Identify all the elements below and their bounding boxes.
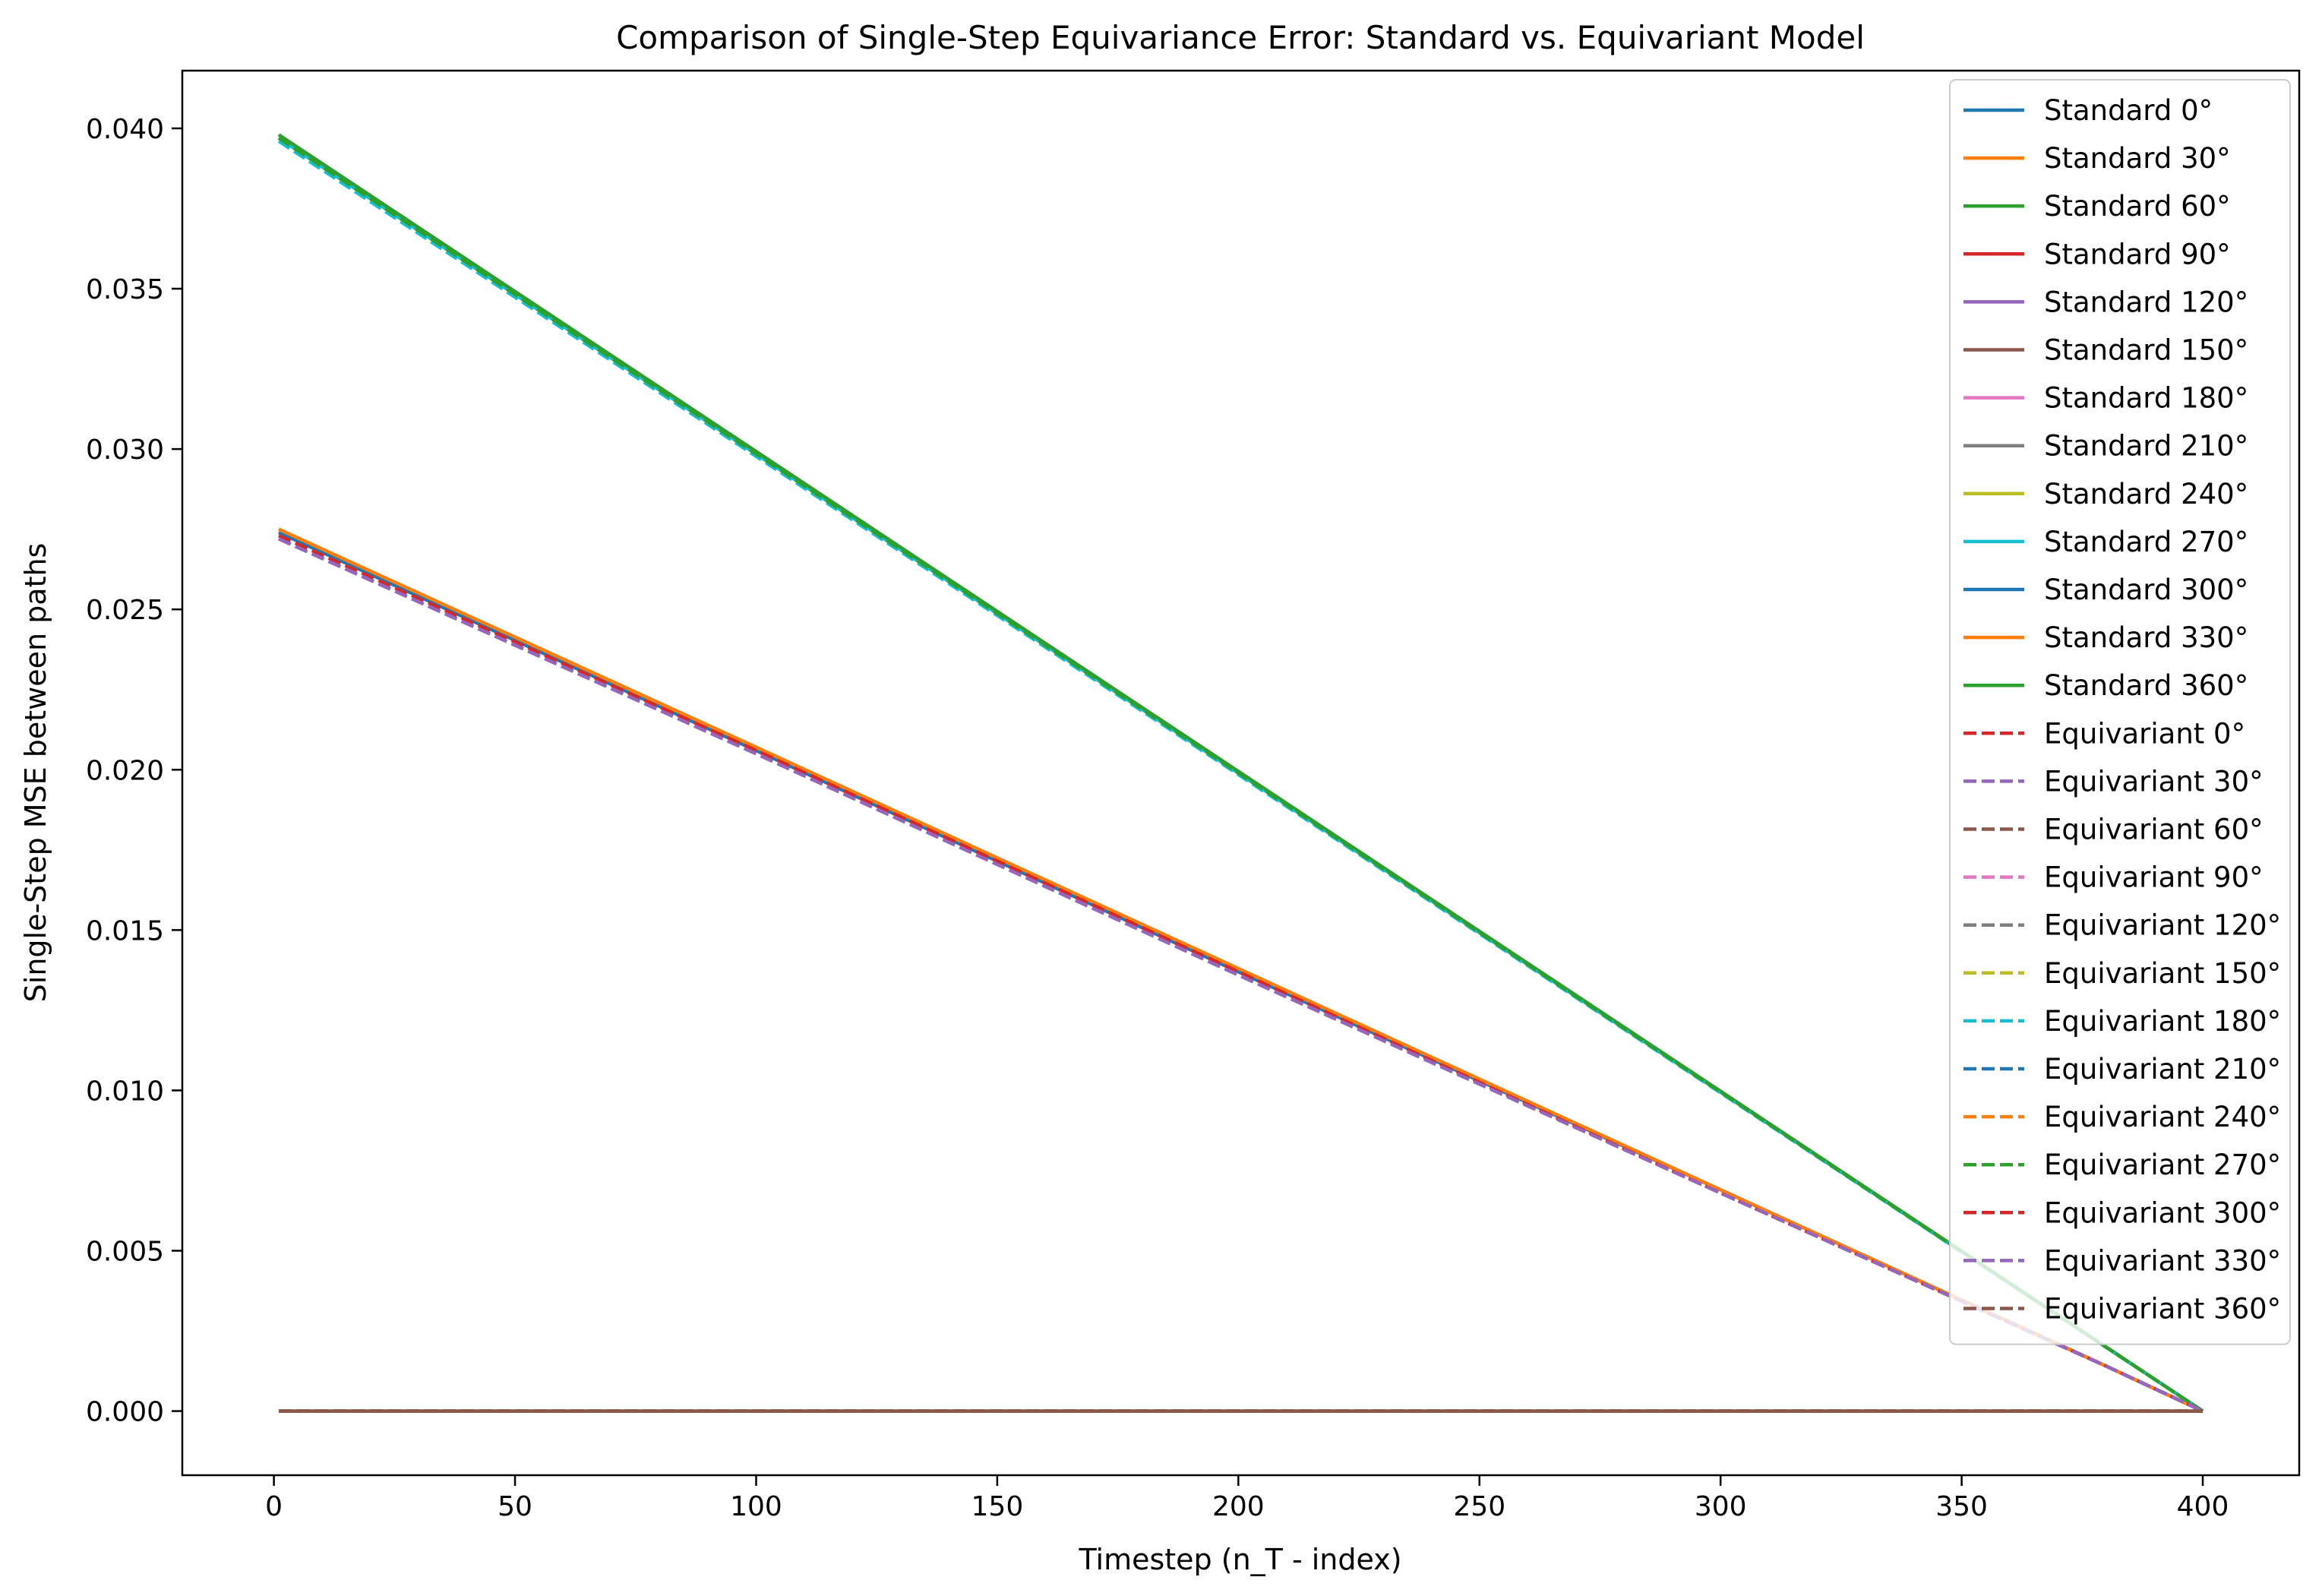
x-axis-label: Timestep (n_T - index) — [1078, 1543, 1401, 1576]
legend-label: Equivariant 0° — [2044, 717, 2245, 750]
y-tick-label: 0.020 — [86, 755, 164, 786]
legend-label: Equivariant 330° — [2044, 1244, 2281, 1277]
legend-label: Standard 150° — [2044, 334, 2248, 367]
y-tick-label: 0.005 — [86, 1236, 164, 1267]
x-tick-label: 100 — [730, 1491, 782, 1522]
legend-label: Standard 240° — [2044, 478, 2248, 510]
legend-label: Standard 30° — [2044, 142, 2231, 175]
legend-label: Standard 300° — [2044, 574, 2248, 606]
x-tick-label: 350 — [1935, 1491, 1988, 1522]
legend-label: Standard 120° — [2044, 286, 2248, 318]
series-line — [278, 537, 2204, 1413]
plot-area — [181, 69, 2301, 1477]
legend-label: Standard 270° — [2044, 526, 2248, 558]
legend-label: Standard 360° — [2044, 669, 2248, 702]
legend-label: Standard 90° — [2044, 238, 2231, 270]
x-tick-label: 200 — [1212, 1491, 1265, 1522]
legend-label: Equivariant 120° — [2044, 909, 2281, 942]
y-axis: 0.000 0.005 0.010 0.015 0.020 0.025 0.030 0.035… — [86, 114, 182, 1428]
legend-label: Standard 0° — [2044, 94, 2213, 127]
x-tick-label: 400 — [2177, 1491, 2229, 1522]
x-tick-label: 50 — [498, 1491, 532, 1522]
legend-label: Equivariant 150° — [2044, 957, 2281, 990]
y-tick-label: 0.035 — [86, 274, 164, 305]
series-line — [277, 136, 2204, 1413]
legend-label: Equivariant 30° — [2044, 765, 2264, 798]
y-axis-label: Single-Step MSE between paths — [19, 543, 52, 1003]
x-tick-label: 250 — [1453, 1491, 1505, 1522]
legend-label: Standard 60° — [2044, 190, 2231, 223]
x-tick-label: 0 — [265, 1491, 283, 1522]
legend-label: Equivariant 60° — [2044, 814, 2264, 846]
legend-label: Standard 180° — [2044, 382, 2248, 415]
legend-label: Equivariant 270° — [2044, 1149, 2281, 1181]
series-layer — [277, 133, 2204, 1413]
legend-label: Equivariant 210° — [2044, 1053, 2281, 1086]
chart-title: Comparison of Single-Step Equivariance E… — [616, 19, 1865, 56]
legend-label: Equivariant 180° — [2044, 1005, 2281, 1038]
y-tick-label: 0.015 — [86, 915, 164, 947]
plot-frame — [181, 69, 2301, 1477]
legend: Standard 0° Standard 30° Standard 60° Stand… — [1949, 79, 2291, 1345]
x-tick-label: 150 — [971, 1491, 1024, 1522]
y-tick-label: 0.030 — [86, 435, 164, 466]
legend-label: Standard 210° — [2044, 430, 2248, 463]
y-tick-label: 0.040 — [86, 114, 164, 145]
legend-label: Equivariant 360° — [2044, 1293, 2281, 1326]
y-tick-label: 0.025 — [86, 595, 164, 626]
legend-label: Equivariant 300° — [2044, 1196, 2281, 1229]
x-tick-label: 300 — [1695, 1491, 1747, 1522]
y-tick-label: 0.000 — [86, 1397, 164, 1428]
x-axis: 0 50 100 150 200 250 300 350 400 — [265, 1475, 2229, 1522]
y-tick-label: 0.010 — [86, 1076, 164, 1107]
legend-label: Standard 330° — [2044, 621, 2248, 654]
legend-label: Equivariant 240° — [2044, 1101, 2281, 1133]
legend-label: Equivariant 90° — [2044, 861, 2264, 894]
legend-box — [1949, 79, 2291, 1345]
